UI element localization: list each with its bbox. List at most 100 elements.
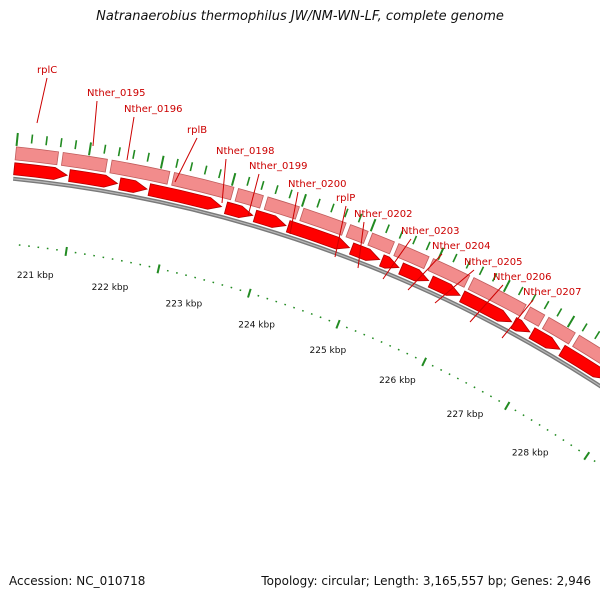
tick-mark (344, 208, 349, 218)
gene-label: Nther_0198 (216, 146, 274, 157)
scale-tick (473, 386, 476, 389)
gene-label: rplP (336, 193, 355, 204)
scale-tick (319, 316, 322, 319)
gene-arrow (252, 209, 287, 228)
tick-mark (357, 213, 363, 223)
tick-mark (189, 162, 194, 172)
scale-label: 225 kbp (310, 346, 347, 356)
tick-mark (59, 138, 63, 148)
tick-mark (478, 266, 485, 276)
topology-summary: Topology: circular; Length: 3,165,557 bp… (261, 574, 591, 588)
scale-tick (562, 439, 565, 442)
feature-band-segment (541, 316, 576, 345)
tick-mark (330, 203, 335, 213)
tick-mark (556, 308, 563, 317)
tick-mark (543, 300, 550, 310)
gene-arrow (348, 242, 381, 261)
label-leader-line (334, 205, 347, 258)
label-leader-line (501, 299, 534, 339)
tick-mark (88, 142, 93, 156)
gene-arrow (558, 344, 600, 379)
label-leader-line (247, 173, 260, 217)
feature-band-segment (14, 146, 59, 166)
scale-tick (301, 309, 304, 312)
scale-tick (414, 356, 417, 359)
scale-tick (456, 377, 459, 380)
feature-band-segment (299, 207, 347, 236)
gene-arrow (223, 201, 254, 219)
scale-tick (440, 368, 443, 371)
gene-arrow (427, 275, 461, 296)
scale-tick (498, 399, 501, 403)
tick-mark (465, 259, 471, 269)
gene-label: Nther_0207 (523, 287, 581, 298)
gene-label: Nther_0199 (249, 161, 307, 172)
scale-label: 226 kbp (379, 376, 416, 386)
gene-arrow (378, 254, 400, 269)
gene-labels: rplC Nther_0195 Nther_0196 rplB Nther_0198 Nt… (36, 65, 581, 339)
tick-mark (175, 158, 179, 168)
scale-tick (570, 444, 573, 447)
scale-tick (293, 306, 296, 309)
gene-label: Nther_0205 (464, 257, 522, 268)
backbone-highlight (13, 178, 600, 387)
genome-backbone (12, 176, 600, 389)
tick-mark (452, 253, 458, 263)
gene-label: Nther_0204 (432, 241, 490, 252)
scale-tick (354, 330, 357, 333)
map-title: Natranaerobius thermophilus JW/NM-WN-LF,… (96, 9, 504, 24)
scale-tick (522, 414, 525, 417)
label-leader-line (357, 221, 365, 269)
scale-tick (389, 344, 392, 347)
label-leader-line (36, 77, 48, 124)
feature-band-segment (572, 334, 600, 364)
scale-tick (530, 418, 533, 422)
tick-mark (301, 193, 307, 207)
scale-label: 222 kbp (92, 283, 129, 293)
gene-label: rplC (37, 65, 57, 76)
tick-mark (230, 172, 237, 186)
tick-mark (203, 165, 208, 175)
tick-mark (260, 180, 265, 190)
gene-label: Nther_0200 (288, 179, 346, 190)
tick-mark (491, 273, 498, 282)
scale-label: 228 kbp (512, 448, 549, 458)
scale-tick (577, 449, 581, 452)
scale-tick (371, 337, 374, 340)
scale-labels: 221 kbp 222 kbp 223 kbp 224 kbp 225 kbp 226 k… (17, 244, 596, 463)
label-leader-line (434, 269, 475, 304)
scale-tick (489, 395, 493, 398)
feature-band-segment (109, 159, 171, 185)
feature-band-segment (234, 187, 264, 209)
gene-label: Nther_0195 (87, 88, 145, 99)
scale-tick (504, 401, 511, 411)
tick-mark (132, 149, 136, 159)
scale-tick (593, 459, 596, 463)
gene-label: Nther_0196 (124, 104, 182, 115)
scale-tick (481, 390, 484, 393)
label-leader-line (221, 158, 227, 204)
tick-mark (246, 176, 251, 186)
scale-label: 223 kbp (166, 299, 203, 309)
tick-mark (103, 144, 107, 154)
gene-arrow (118, 177, 148, 193)
scale-tick (397, 348, 400, 351)
label-leader-line (407, 253, 443, 291)
scale-tick (156, 264, 161, 274)
tick-mark (566, 315, 576, 328)
gene-arrow (68, 169, 119, 188)
scale-tick (345, 326, 348, 329)
tick-mark (74, 140, 78, 150)
gene-label: rplB (187, 125, 207, 136)
tick-mark (146, 152, 150, 162)
tick-mark (594, 330, 600, 340)
gene-arrow (528, 327, 561, 350)
tick-mark (218, 169, 222, 179)
tick-mark (45, 136, 48, 146)
label-leader-line (174, 137, 198, 183)
scale-label: 224 kbp (238, 320, 275, 330)
tick-mark (502, 279, 511, 293)
gene-arrow (458, 290, 513, 323)
feature-band-segment (393, 243, 430, 270)
